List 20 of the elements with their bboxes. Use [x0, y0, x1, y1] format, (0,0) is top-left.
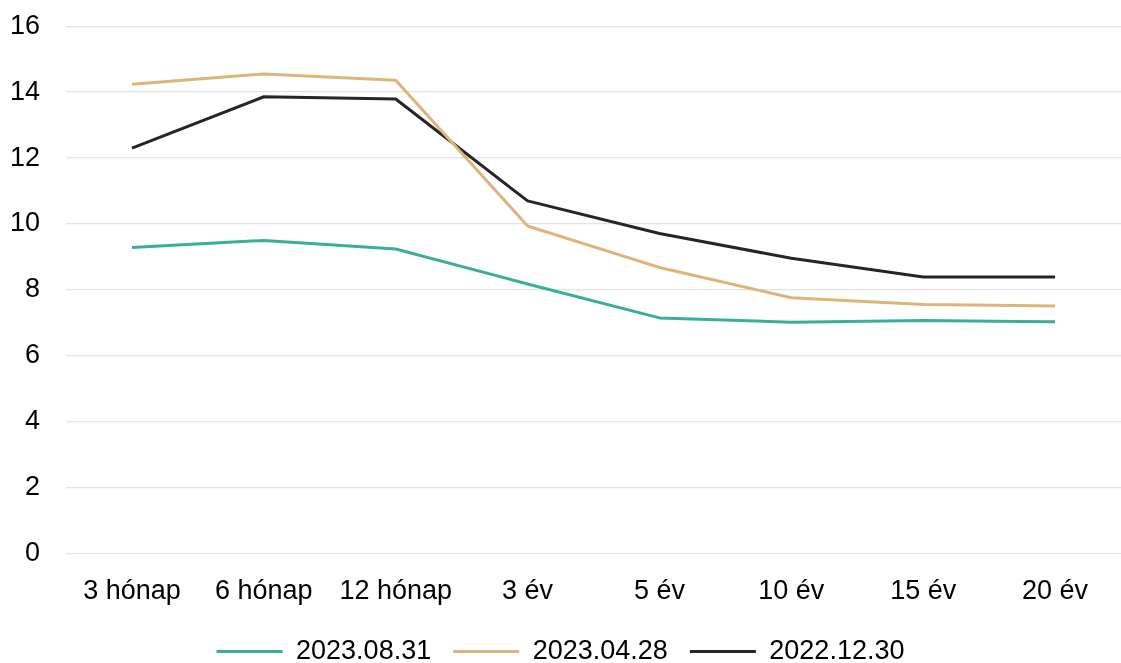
x-tick-label: 5 év — [633, 575, 686, 606]
x-tick-label: 6 hónap — [215, 575, 313, 606]
y-tick-label: 10 — [9, 207, 41, 238]
y-tick-label: 6 — [25, 339, 41, 370]
y-tick-label: 2 — [25, 471, 41, 502]
y-tick-label: 8 — [25, 273, 41, 304]
x-tick-label: 3 év — [502, 575, 554, 606]
legend-label: 2023.04.28 — [532, 634, 668, 663]
y-tick-label: 12 — [9, 141, 41, 172]
x-tick-label: 12 hónap — [339, 575, 453, 606]
y-tick-label: 16 — [9, 9, 41, 40]
y-tick-label: 14 — [9, 75, 41, 106]
x-tick-label: 15 év — [890, 575, 957, 606]
legend-label: 2022.12.30 — [769, 634, 905, 663]
y-tick-label: 0 — [25, 537, 41, 568]
x-tick-label: 20 év — [1022, 575, 1089, 606]
x-tick-label: 10 év — [758, 575, 825, 606]
y-tick-label: 4 — [25, 405, 41, 436]
legend-label: 2023.08.31 — [296, 634, 432, 663]
x-tick-label: 3 hónap — [83, 575, 181, 606]
